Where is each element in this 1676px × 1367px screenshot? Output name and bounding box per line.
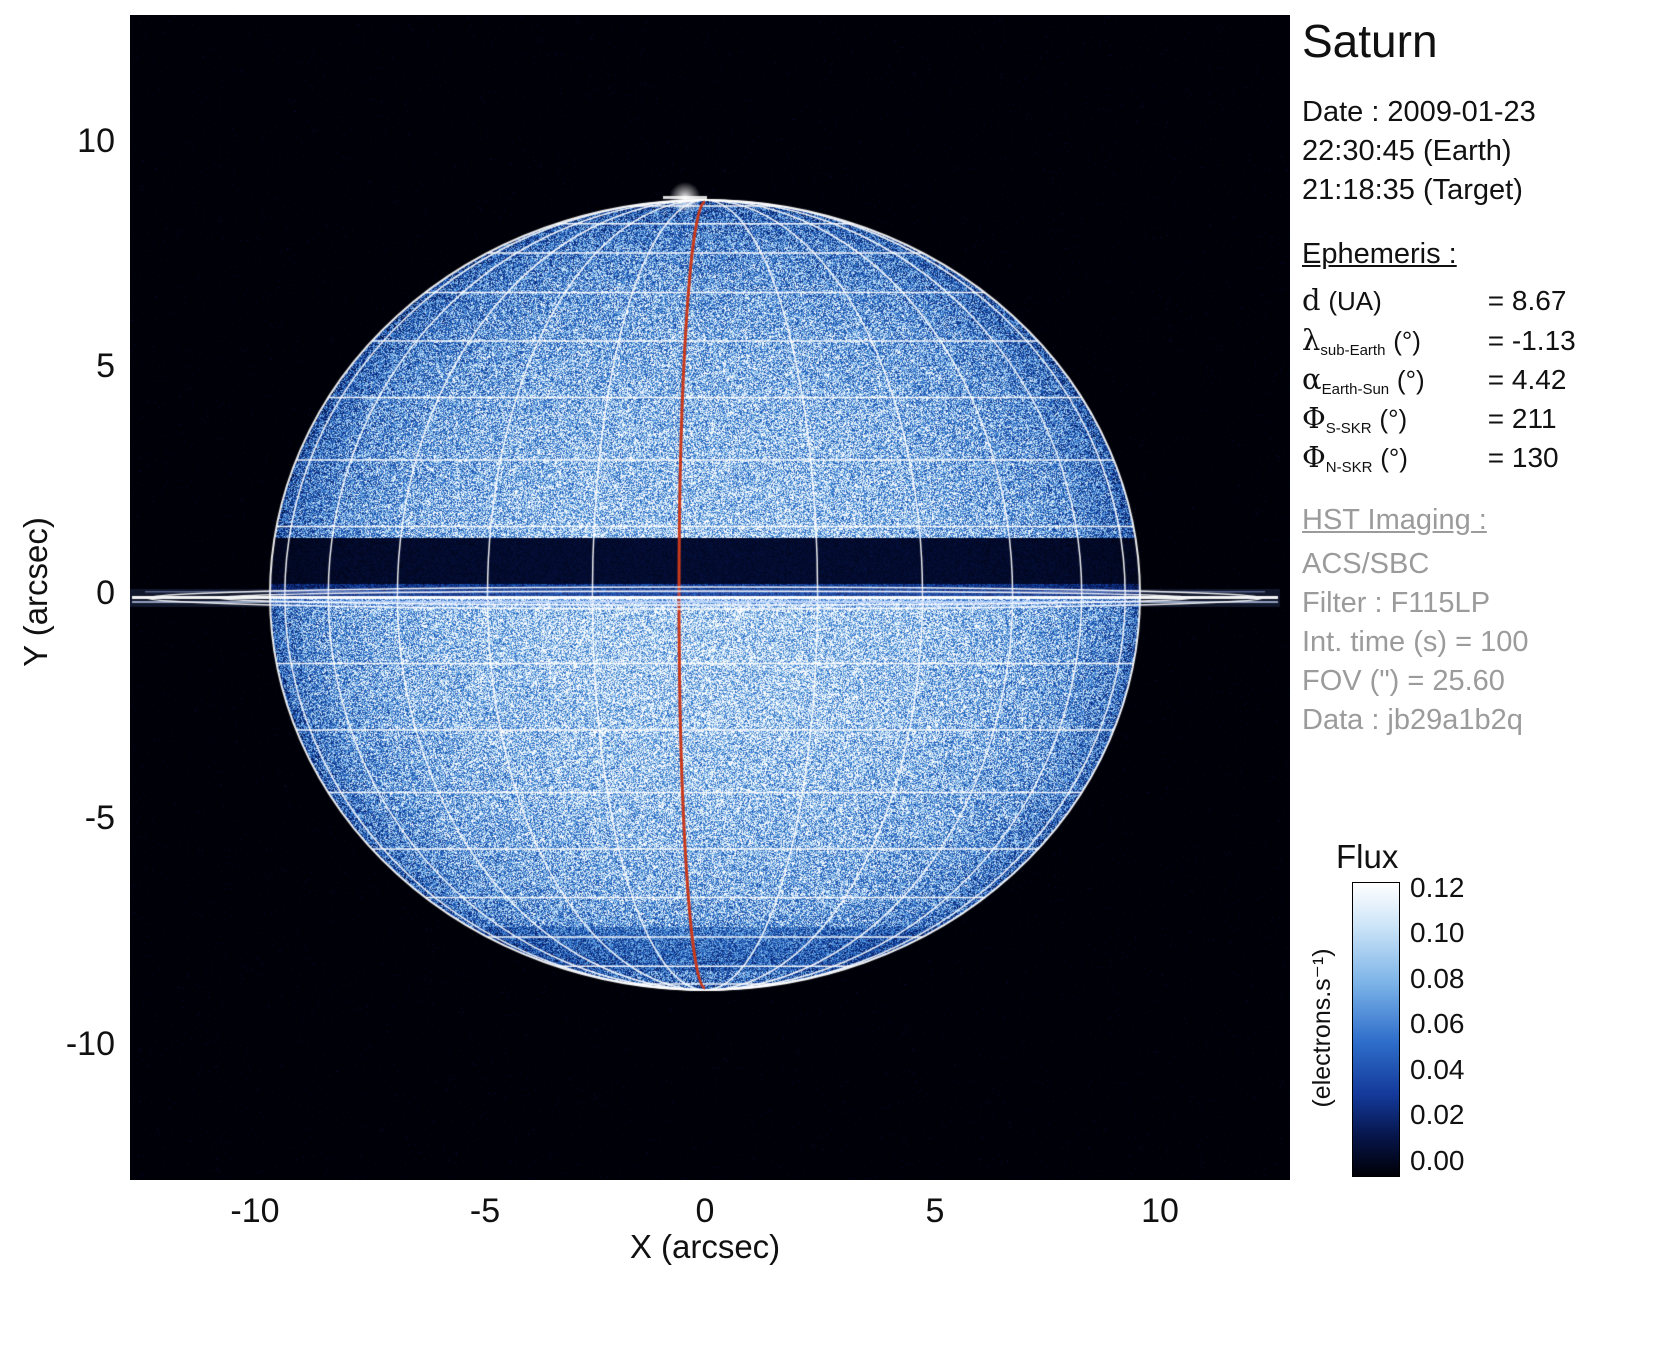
ephemeris-row: λsub-Earth (°) = -1.13 — [1302, 323, 1576, 357]
saturn-image — [130, 15, 1290, 1180]
date-line: 21:18:35 (Target) — [1302, 174, 1523, 207]
x-tick-label: 5 — [875, 1192, 995, 1231]
x-tick-label: 0 — [645, 1192, 765, 1231]
symbol: Φ — [1302, 401, 1326, 435]
hst-line: FOV (") = 25.60 — [1302, 665, 1505, 698]
symbol-subscript: S-SKR — [1326, 420, 1372, 437]
unit: (°) — [1379, 404, 1407, 434]
x-tick-label: -5 — [425, 1192, 545, 1231]
x-axis-label: X (arcsec) — [605, 1228, 805, 1266]
colorbar-tick-label: 0.00 — [1410, 1145, 1465, 1177]
hst-line: Int. time (s) = 100 — [1302, 626, 1528, 659]
symbol-subscript: sub-Earth — [1320, 342, 1385, 359]
hst-line: Filter : F115LP — [1302, 587, 1490, 620]
value: = 130 — [1488, 442, 1559, 473]
date-line: 22:30:45 (Earth) — [1302, 135, 1512, 168]
flux-colorbar — [1352, 882, 1400, 1177]
ephemeris-row: d (UA) = 8.67 — [1302, 283, 1566, 317]
y-tick-label: 10 — [35, 122, 115, 161]
colorbar-unit-label: (electrons.s⁻¹) — [1307, 948, 1337, 1107]
hst-line: Data : jb29a1b2q — [1302, 704, 1523, 737]
unit: (°) — [1397, 365, 1425, 395]
colorbar-tick-label: 0.06 — [1410, 1008, 1465, 1040]
y-tick-label: -10 — [35, 1025, 115, 1064]
ephemeris-row: ΦN-SKR (°) = 130 — [1302, 440, 1559, 474]
colorbar-tick-label: 0.08 — [1410, 963, 1465, 995]
ephemeris-row: αEarth-Sun (°) = 4.42 — [1302, 362, 1566, 396]
value: = 4.42 — [1488, 364, 1567, 395]
symbol: α — [1302, 362, 1322, 396]
x-tick-label: -10 — [195, 1192, 315, 1231]
symbol: Φ — [1302, 440, 1326, 474]
page-title: Saturn — [1302, 14, 1438, 68]
unit: (°) — [1380, 443, 1408, 473]
y-axis-label: Y (arcsec) — [17, 517, 55, 667]
date-line: Date : 2009-01-23 — [1302, 96, 1536, 129]
symbol: λ — [1302, 323, 1320, 357]
colorbar-tick-label: 0.12 — [1410, 872, 1465, 904]
unit: (UA) — [1328, 286, 1381, 316]
symbol-subscript: Earth-Sun — [1322, 381, 1390, 398]
plot-area — [130, 15, 1290, 1180]
symbol: d — [1302, 283, 1321, 317]
value: = 8.67 — [1488, 285, 1567, 316]
x-tick-label: 10 — [1100, 1192, 1220, 1231]
hst-line: ACS/SBC — [1302, 548, 1429, 581]
value: = 211 — [1488, 403, 1557, 434]
colorbar-tick-label: 0.02 — [1410, 1099, 1465, 1131]
colorbar-tick-label: 0.10 — [1410, 917, 1465, 949]
unit: (°) — [1393, 326, 1421, 356]
ephemeris-heading: Ephemeris : — [1302, 238, 1457, 271]
ephemeris-row: ΦS-SKR (°) = 211 — [1302, 401, 1557, 435]
figure-page: 10 5 0 -5 -10 -10 -5 0 5 10 X (arcsec) Y… — [0, 0, 1676, 1367]
colorbar-title: Flux — [1336, 838, 1398, 876]
y-tick-label: -5 — [35, 799, 115, 838]
value: = -1.13 — [1488, 325, 1576, 356]
colorbar-tick-label: 0.04 — [1410, 1054, 1465, 1086]
y-tick-label: 5 — [35, 347, 115, 386]
symbol-subscript: N-SKR — [1326, 459, 1373, 476]
hst-heading: HST Imaging : — [1302, 504, 1487, 537]
